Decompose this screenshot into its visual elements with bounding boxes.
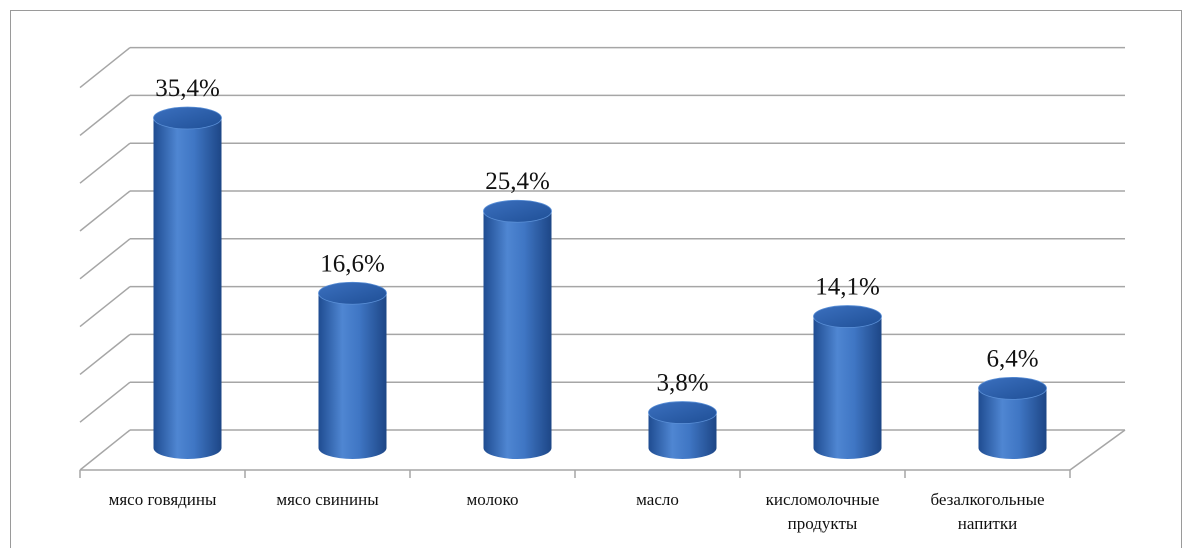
gridline-side (79, 142, 131, 184)
gridline-side (79, 190, 131, 232)
bar (318, 281, 387, 459)
bar-body (318, 293, 387, 459)
gridlines (79, 46, 1125, 471)
bar-top (483, 199, 552, 223)
category-label: напитки (958, 514, 1017, 533)
data-label: 3,8% (656, 370, 708, 397)
bar (483, 199, 552, 459)
bar-top (318, 281, 387, 305)
bar-top (648, 401, 717, 424)
data-label: 6,4% (986, 345, 1038, 372)
gridline-side (79, 238, 131, 280)
category-label: кисломолочные (766, 490, 880, 509)
bar (813, 305, 882, 459)
category-label: мясо говядины (109, 490, 217, 509)
data-label: 16,6% (320, 250, 385, 277)
bar-body (153, 118, 222, 459)
bar (978, 376, 1047, 459)
data-label: 35,4% (155, 75, 220, 102)
gridline-side (79, 429, 131, 471)
category-label: продукты (788, 514, 858, 533)
category-label: мясо свинины (276, 490, 379, 509)
chart-frame (10, 10, 1182, 548)
bar-body (648, 412, 717, 459)
category-label: молоко (467, 490, 519, 509)
floor-right-edge (1069, 429, 1126, 471)
bars (153, 106, 1047, 459)
category-label: масло (636, 490, 679, 509)
category-label: безалкогольные (930, 490, 1044, 509)
data-label: 14,1% (815, 274, 880, 301)
bar-body (483, 211, 552, 459)
bar-body (978, 388, 1047, 459)
gridline-side (79, 286, 131, 328)
bar-body (813, 316, 882, 459)
data-label: 25,4% (485, 168, 550, 195)
gridline-side (79, 381, 131, 423)
bar-top (813, 305, 882, 328)
gridline-side (79, 333, 131, 375)
bar (648, 401, 717, 459)
bar-top (978, 376, 1047, 400)
bar-top (153, 106, 222, 130)
category-labels: мясо говядины мясо свинины молоко масло кисл… (109, 490, 1045, 533)
gridline-side (79, 94, 131, 136)
x-axis (79, 429, 1126, 478)
bar (153, 106, 222, 459)
data-labels: 35,4% 16,6% 25,4% 3,8% 14,1% 6,4% (155, 75, 1038, 397)
gridline-side (79, 47, 131, 89)
